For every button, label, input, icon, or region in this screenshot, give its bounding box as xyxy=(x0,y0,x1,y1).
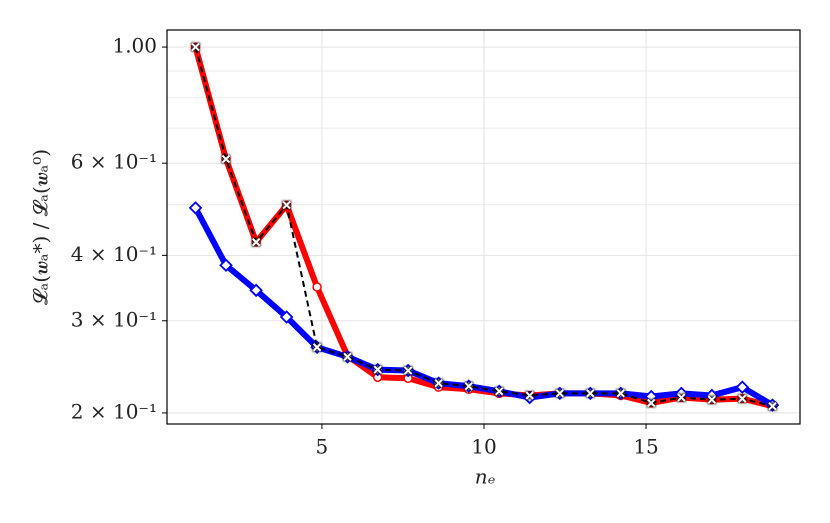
point-marker xyxy=(677,393,686,402)
point-marker xyxy=(251,237,261,247)
point-marker xyxy=(768,402,777,411)
point-marker xyxy=(525,391,534,400)
y-tick-label: 4 × 10⁻¹ xyxy=(71,242,157,266)
point-marker xyxy=(282,200,291,210)
point-marker xyxy=(312,282,322,292)
point-marker xyxy=(249,283,263,298)
point-marker xyxy=(434,378,443,388)
point-marker xyxy=(373,365,382,374)
point-marker xyxy=(188,201,203,215)
point-marker xyxy=(586,389,595,398)
point-marker xyxy=(555,389,565,398)
point-marker xyxy=(707,395,717,404)
point-marker xyxy=(464,381,473,391)
point-marker xyxy=(221,154,231,164)
y-tick-label: 1.00 xyxy=(112,34,157,58)
x-tick-label: 15 xyxy=(633,435,658,459)
plot-frame xyxy=(166,29,801,425)
x-tick-label: 5 xyxy=(316,435,329,459)
y-tick-label: 3 × 10⁻¹ xyxy=(71,307,157,331)
point-marker xyxy=(403,366,413,375)
point-marker xyxy=(738,394,747,403)
series-line xyxy=(194,46,773,408)
y-tick-label: 6 × 10⁻¹ xyxy=(71,150,157,174)
point-marker xyxy=(647,398,656,408)
point-marker xyxy=(191,42,200,52)
point-marker xyxy=(343,352,352,362)
point-marker xyxy=(735,380,750,394)
point-marker xyxy=(279,310,294,324)
y-tick-label: 2 × 10⁻¹ xyxy=(71,399,157,423)
point-marker xyxy=(495,387,504,396)
x-tick-label: 10 xyxy=(471,435,496,459)
point-marker xyxy=(312,343,322,352)
point-marker xyxy=(616,389,625,398)
x-axis-label: nₑ xyxy=(475,465,496,489)
point-marker xyxy=(219,258,233,273)
y-axis-label: 𝓛ₐ(𝒘ₐ*) / 𝓛ₐ(𝒘ₐ⁰) xyxy=(29,149,53,305)
